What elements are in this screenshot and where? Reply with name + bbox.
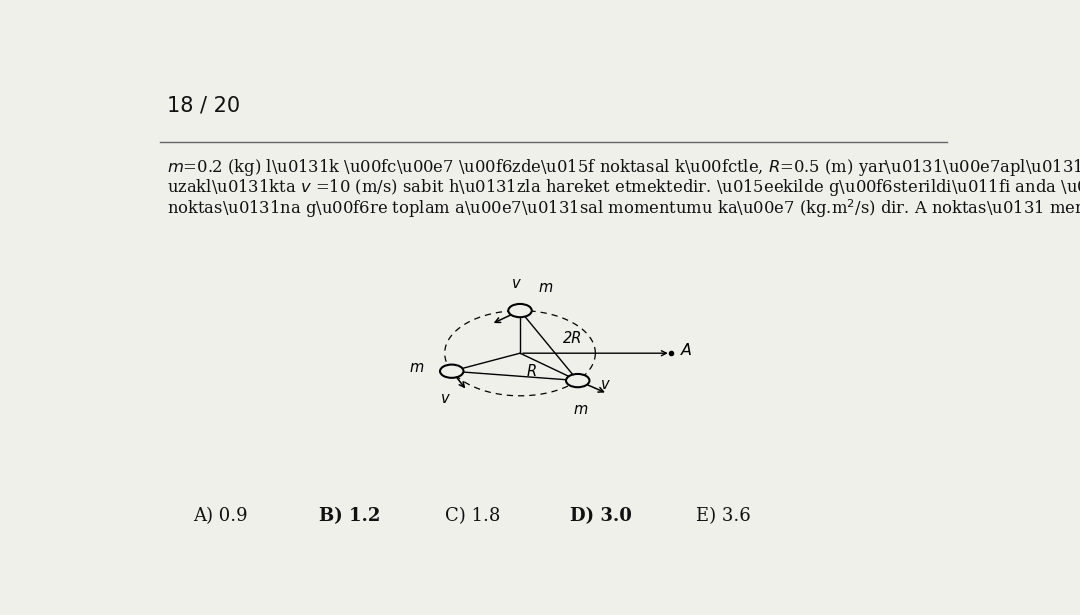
Text: noktas\u0131na g\u00f6re toplam a\u00e7\u0131sal momentumu ka\u00e7 (kg.m$^2$/s): noktas\u0131na g\u00f6re toplam a\u00e7\…	[166, 197, 1080, 220]
Text: m: m	[573, 402, 588, 417]
Text: uzakl\u0131kta $v$ =10 (m/s) sabit h\u0131zla hareket etmektedir. \u015eekilde g: uzakl\u0131kta $v$ =10 (m/s) sabit h\u01…	[166, 177, 1080, 198]
Circle shape	[566, 374, 590, 387]
Circle shape	[440, 365, 463, 378]
Text: 2R: 2R	[563, 331, 582, 346]
Text: v: v	[441, 391, 449, 406]
Text: C) 1.8: C) 1.8	[445, 507, 500, 526]
Text: 18 / 20: 18 / 20	[166, 95, 240, 115]
Text: R: R	[527, 363, 537, 379]
Text: A: A	[680, 343, 691, 359]
Text: A) 0.9: A) 0.9	[193, 507, 248, 526]
Text: m: m	[410, 360, 424, 375]
Text: B) 1.2: B) 1.2	[320, 507, 380, 526]
Text: $m$=0.2 (kg) l\u0131k \u00fc\u00e7 \u00f6zde\u015f noktasal k\u00fctle, $R$=0.5 : $m$=0.2 (kg) l\u0131k \u00fc\u00e7 \u00f…	[166, 157, 1080, 178]
Text: D) 3.0: D) 3.0	[570, 507, 632, 526]
Text: E) 3.6: E) 3.6	[696, 507, 751, 526]
Circle shape	[509, 304, 531, 317]
Text: v: v	[512, 276, 521, 291]
Text: v: v	[602, 377, 610, 392]
Text: m: m	[539, 280, 553, 295]
